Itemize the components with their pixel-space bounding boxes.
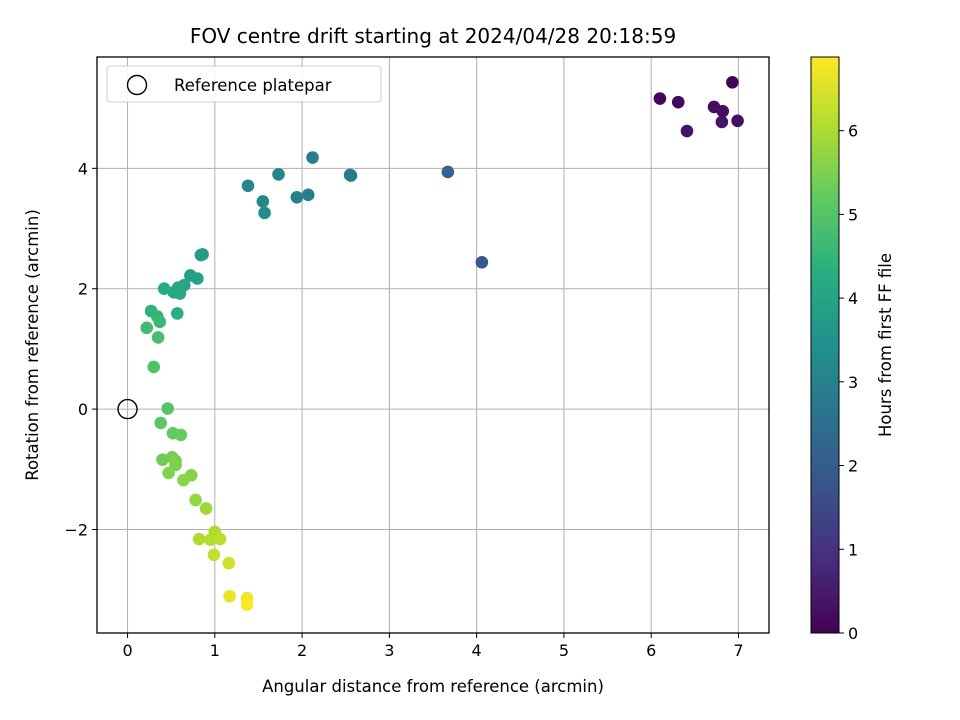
- data-point: [156, 453, 169, 466]
- reference-platepar-marker: [117, 398, 138, 420]
- y-tick-label: −2: [64, 520, 88, 539]
- colorbar-title: Hours from first FF file: [876, 253, 895, 437]
- data-point: [153, 315, 167, 329]
- data-point: [290, 190, 304, 204]
- colorbar: [810, 56, 840, 634]
- x-tick-label: 1: [210, 641, 220, 660]
- y-tick-label: 2: [78, 280, 88, 299]
- y-tick-label: 4: [78, 159, 88, 178]
- data-point: [199, 502, 213, 515]
- plot-frame: [96, 56, 770, 634]
- data-point: [223, 589, 236, 603]
- chart-title: FOV centre drift starting at 2024/04/28 …: [190, 24, 676, 48]
- data-point: [194, 248, 208, 262]
- colorbar-tick-label: 5: [848, 205, 858, 224]
- x-tick-label: 0: [122, 641, 132, 660]
- data-point: [189, 493, 202, 507]
- data-point: [191, 272, 204, 285]
- data-point: [301, 188, 315, 202]
- data-point: [170, 307, 184, 320]
- data-point: [653, 92, 667, 105]
- data-point: [680, 124, 694, 138]
- colorbar-ticks: 0 1 2 3 4 5 6: [839, 122, 858, 643]
- data-point: [716, 104, 730, 118]
- legend: Reference platepar: [106, 65, 382, 103]
- x-tick-label: 7: [733, 641, 743, 660]
- colorbar-tick-label: 2: [848, 457, 858, 476]
- x-tick-label: 4: [472, 641, 482, 660]
- colorbar-tick-label: 6: [848, 122, 858, 141]
- data-point: [344, 169, 358, 182]
- data-point: [222, 556, 236, 570]
- data-point: [441, 165, 455, 179]
- data-point: [157, 282, 171, 296]
- x-tick-label: 6: [646, 641, 656, 660]
- data-point: [161, 402, 174, 415]
- data-point: [240, 598, 254, 612]
- data-point: [306, 151, 319, 164]
- data-point: [192, 532, 206, 546]
- data-point: [174, 428, 188, 442]
- data-point: [177, 473, 190, 487]
- y-tick-label: 0: [78, 400, 88, 419]
- y-axis-title: Rotation from reference (arcmin): [23, 209, 42, 481]
- data-point: [140, 321, 154, 335]
- data-point: [671, 95, 685, 109]
- data-point: [731, 114, 744, 128]
- x-tick-label: 2: [297, 641, 307, 660]
- data-point: [154, 416, 168, 430]
- data-point: [151, 331, 165, 344]
- legend-marker-reference: [126, 74, 148, 96]
- data-point: [213, 532, 227, 546]
- x-tick-label: 5: [559, 641, 569, 660]
- reference-marker-layer: [117, 398, 138, 420]
- data-point: [204, 533, 217, 547]
- colorbar-tick-label: 1: [848, 540, 858, 559]
- data-point: [726, 75, 739, 89]
- colorbar-tick-label: 0: [848, 624, 858, 643]
- data-point: [256, 195, 270, 208]
- x-axis-ticks: 0 1 2 3 4 5 6 7: [122, 633, 744, 660]
- data-point: [207, 548, 221, 562]
- colorbar-tick-label: 3: [848, 373, 858, 392]
- x-tick-label: 3: [384, 641, 394, 660]
- data-point: [475, 255, 489, 269]
- data-point: [173, 287, 187, 300]
- data-point: [162, 466, 175, 480]
- y-axis-ticks: −2 0 2 4: [64, 159, 97, 539]
- data-point: [147, 360, 161, 374]
- x-axis-title: Angular distance from reference (arcmin): [262, 677, 604, 696]
- data-point: [715, 115, 729, 129]
- grid: [97, 57, 769, 633]
- legend-box: [106, 65, 382, 103]
- legend-label-reference: Reference platepar: [174, 76, 332, 95]
- data-point: [258, 206, 271, 220]
- data-point: [241, 179, 255, 193]
- data-point: [272, 168, 285, 181]
- colorbar-tick-label: 4: [848, 289, 858, 308]
- data-points: [140, 75, 744, 612]
